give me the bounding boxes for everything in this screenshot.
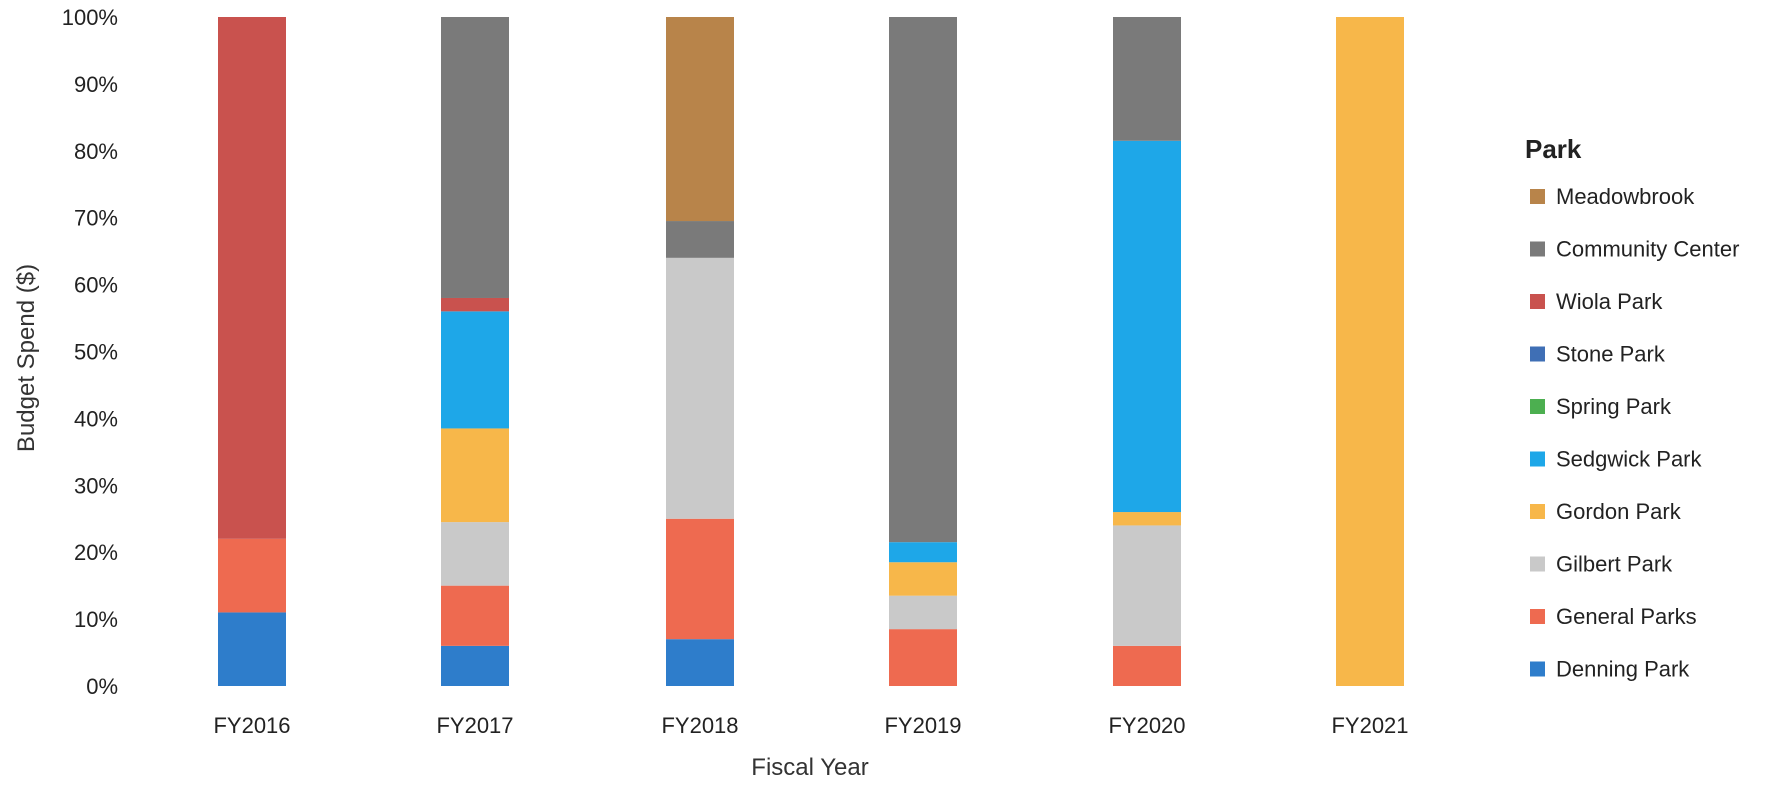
bar-stack <box>441 17 509 686</box>
y-tick-label: 100% <box>62 5 118 30</box>
legend-entry-label: Wiola Park <box>1556 289 1663 314</box>
bar-segment <box>666 17 734 222</box>
bar-segment <box>441 585 509 646</box>
bar-segment <box>441 17 509 298</box>
bar-segment <box>218 612 286 686</box>
legend-swatch <box>1530 609 1545 624</box>
legend-swatch <box>1530 294 1545 309</box>
bar-segment <box>666 257 734 519</box>
y-axis-label: Budget Spend ($) <box>13 264 40 452</box>
legend-swatch <box>1530 504 1545 519</box>
y-tick-label: 30% <box>74 473 118 498</box>
y-tick-label: 40% <box>74 406 118 431</box>
bar-segment <box>441 428 509 523</box>
y-axis-ticks: 0% 10% 20% 30% 40% 50% 60% 70% 80% 90% 100% <box>62 5 118 699</box>
y-tick-label: 90% <box>74 72 118 97</box>
y-tick-label: 50% <box>74 340 118 365</box>
bar-segment <box>1113 512 1181 526</box>
y-tick-label: 0% <box>86 674 118 699</box>
bar-segment <box>889 562 957 596</box>
legend-entry-label: Gordon Park <box>1556 499 1682 524</box>
bar-segment <box>1113 645 1181 686</box>
x-tick-label: FY2019 <box>884 713 961 738</box>
legend-swatch <box>1530 661 1545 677</box>
bar-stack <box>218 17 286 686</box>
legend-entry-label: General Parks <box>1556 604 1697 629</box>
x-tick-label: FY2020 <box>1108 713 1185 738</box>
bar-segment <box>1336 17 1404 686</box>
legend-entry-label: Stone Park <box>1556 342 1666 367</box>
bar-segment <box>218 17 286 539</box>
legend-title: Park <box>1525 134 1582 164</box>
bar-segment <box>889 629 957 686</box>
y-tick-label: 20% <box>74 540 118 565</box>
bars <box>218 17 1404 686</box>
legend-entry-label: Sedgwick Park <box>1556 447 1703 472</box>
x-tick-label: FY2016 <box>213 713 290 738</box>
y-tick-label: 80% <box>74 139 118 164</box>
legend-swatch <box>1530 346 1545 362</box>
bar-segment <box>441 311 509 429</box>
x-tick-label: FY2021 <box>1331 713 1408 738</box>
bar-segment <box>889 542 957 563</box>
legend-swatch <box>1530 399 1545 414</box>
y-tick-label: 60% <box>74 273 118 298</box>
x-axis-label: Fiscal Year <box>751 754 868 781</box>
bar-stack <box>1113 17 1181 686</box>
x-tick-label: FY2017 <box>436 713 513 738</box>
bar-segment <box>666 639 734 686</box>
bar-segment <box>1113 140 1181 513</box>
legend-entry-label: Community Center <box>1556 237 1739 262</box>
legend-entry-label: Gilbert Park <box>1556 552 1673 577</box>
bar-stack <box>666 17 734 686</box>
bar-segment <box>1113 17 1181 141</box>
bar-segment <box>441 297 509 312</box>
y-tick-label: 70% <box>74 206 118 231</box>
bar-segment <box>441 645 509 686</box>
legend-entry-label: Spring Park <box>1556 394 1672 419</box>
legend-swatch <box>1530 451 1545 467</box>
bar-segment <box>889 17 957 543</box>
bar-segment <box>218 538 286 613</box>
bar-segment <box>441 522 509 586</box>
x-tick-label: FY2018 <box>661 713 738 738</box>
y-tick-label: 10% <box>74 607 118 632</box>
legend-entry-label: Denning Park <box>1556 657 1690 682</box>
x-axis-ticks: FY2016 FY2017 FY2018 FY2019 FY2020 FY2021 <box>213 713 1408 738</box>
legend-swatch <box>1530 189 1545 204</box>
legend-swatch <box>1530 556 1545 572</box>
bar-segment <box>666 221 734 258</box>
legend-swatch <box>1530 241 1545 257</box>
bar-segment <box>889 595 957 630</box>
bar-stack <box>889 17 957 686</box>
legend: Park Meadowbrook Community Center Wiola Pa… <box>1525 134 1739 682</box>
bar-segment <box>666 518 734 640</box>
legend-entry-label: Meadowbrook <box>1556 184 1695 209</box>
bar-segment <box>1113 525 1181 646</box>
bar-stack <box>1336 17 1404 686</box>
